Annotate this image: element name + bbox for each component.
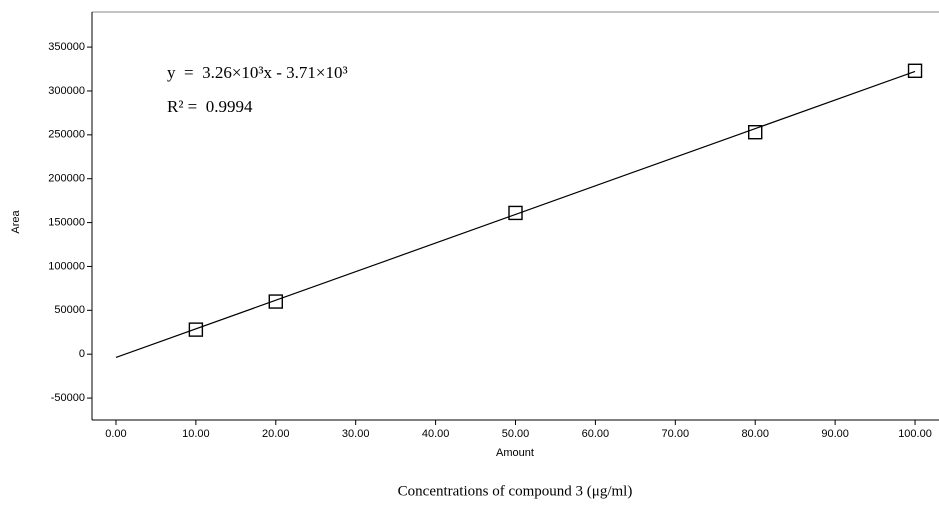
y-tick-label: 0 — [79, 348, 85, 360]
y-tick-label: 200000 — [48, 173, 85, 185]
y-tick-label: 100000 — [48, 260, 85, 272]
data-point — [748, 125, 763, 140]
x-tick-label: 90.00 — [821, 428, 849, 440]
trendline — [115, 70, 916, 359]
x-tick-label: 10.00 — [182, 428, 210, 440]
data-point — [907, 63, 923, 78]
y-tick-label: 50000 — [54, 304, 85, 316]
x-tick-label: 50.00 — [502, 428, 530, 440]
x-tick-label: 0.00 — [105, 428, 126, 440]
equation: y = 3.26×10³x - 3.71×10³ — [167, 63, 348, 82]
y-tick-label: 350000 — [48, 41, 85, 53]
r-squared: R² = 0.9994 — [167, 97, 253, 116]
x-axis-label: Amount — [496, 447, 534, 459]
y-tick-label: 300000 — [48, 85, 85, 97]
chart-title: Concentrations of compound 3 (μg/ml) — [398, 483, 633, 499]
x-tick-label: 100.00 — [898, 428, 932, 440]
y-tick-label: -50000 — [51, 392, 85, 404]
x-tick-label: 60.00 — [582, 428, 610, 440]
y-tick-label: 250000 — [48, 129, 85, 141]
x-tick-label: 70.00 — [662, 428, 690, 440]
data-point — [268, 294, 283, 309]
x-tick-label: 40.00 — [422, 428, 450, 440]
data-point — [188, 322, 204, 337]
y-axis-label: Area — [10, 210, 22, 234]
y-tick-label: 150000 — [48, 216, 85, 228]
x-tick-label: 30.00 — [342, 428, 370, 440]
data-point — [508, 205, 523, 221]
x-tick-label: 20.00 — [262, 428, 290, 440]
x-tick-label: 80.00 — [741, 428, 769, 440]
